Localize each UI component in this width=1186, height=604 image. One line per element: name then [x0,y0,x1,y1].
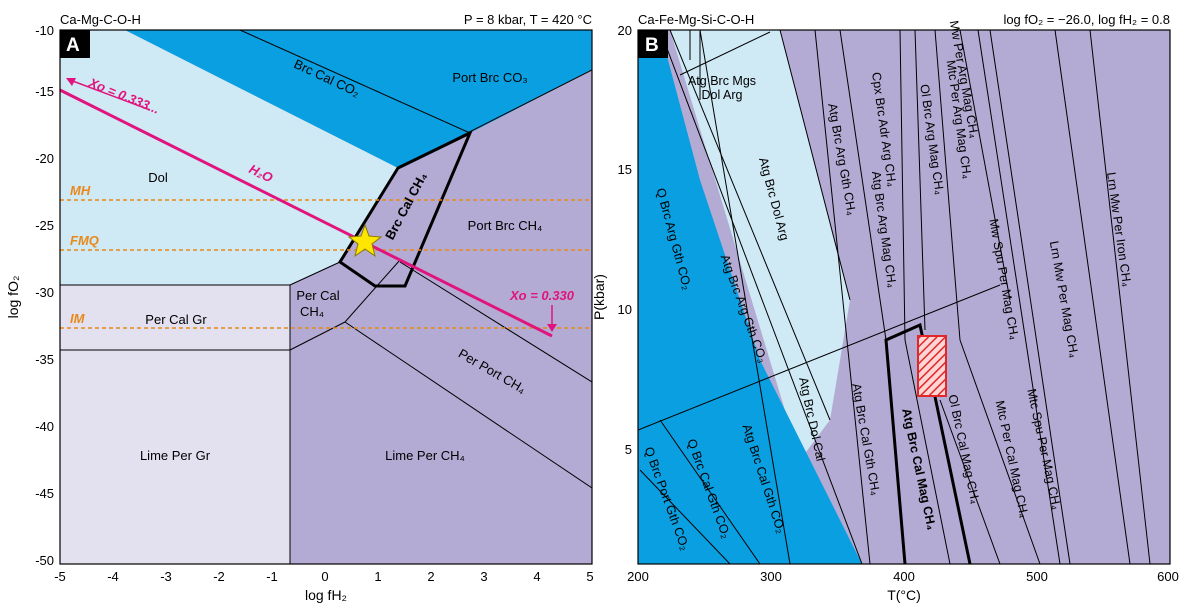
panel-a-system: Ca-Mg-C-O-H [60,12,141,27]
svg-text:4: 4 [533,569,540,584]
panel-b-y-label: P(kbar) [591,274,607,320]
panel-a-y-label: log fO₂ [5,276,21,319]
svg-text:-40: -40 [35,419,54,434]
svg-text:-3: -3 [160,569,172,584]
panel-a [60,30,592,564]
label-port-brc-co3: Port Brc CO₃ [452,70,527,85]
svg-text:5: 5 [625,442,632,457]
field-lime-per-gr [60,285,290,564]
label-port-brc-ch4: Port Brc CH₄ [468,218,543,233]
panel-b-y-ticks: 20 15 10 5 [618,23,632,457]
label-per-cal-2: CH₄ [300,304,324,319]
panel-b-lines [638,30,1151,564]
panel-b-tag: B [645,35,659,56]
h2o-line [59,88,553,338]
panel-a-tag: A [66,35,80,56]
svg-text:1: 1 [374,569,381,584]
label-dol-arg: Dol Arg [702,88,743,102]
panel-b-tag-box [638,30,668,58]
svg-text:200: 200 [627,569,649,584]
svg-text:500: 500 [1026,569,1048,584]
label-fmq: FMQ [70,233,99,248]
svg-text:-20: -20 [35,151,54,166]
panel-b-x-label: T(°C) [887,587,921,603]
field-brc-cal-ch4-outline [337,129,473,288]
panel-a-x-label: log fH₂ [305,587,347,603]
svg-text:-35: -35 [35,352,54,367]
panel-a-conditions: P = 8 kbar, T = 420 °C [464,12,592,27]
svg-text:-1: -1 [266,569,278,584]
label-im: IM [70,311,86,326]
svg-text:-5: -5 [54,569,66,584]
svg-text:400: 400 [893,569,915,584]
label-mh: MH [70,183,91,198]
label-lime-per-gr: Lime Per Gr [140,448,211,463]
star-icon [347,223,383,258]
label-per-cal-gr: Per Cal Gr [145,312,207,327]
panel-b-system: Ca-Fe-Mg-Si-C-O-H [638,12,754,27]
red-hatched-box [917,335,947,397]
panel-b-conditions: log fO₂ = −26.0, log fH₂ = 0.8 [1003,12,1170,27]
svg-text:5: 5 [586,569,593,584]
svg-text:20: 20 [618,23,632,38]
field-dol [60,30,398,285]
panel-b-x-ticks: 200 300 400 500 600 [627,569,1179,584]
panel-a-lines [60,30,592,564]
svg-text:-2: -2 [213,569,225,584]
label-xo-right: Xo = 0.330 [509,288,575,303]
field-atg-brc-dol-arg [670,30,850,460]
label-per-cal-1: Per Cal [296,288,339,303]
svg-text:10: 10 [618,302,632,317]
panel-a-y-ticks: -10 -15 -20 -25 -30 -35 -40 -45 -50 [35,23,54,568]
field-atg-brc-cal-mag-ch4-outline [884,322,972,564]
svg-text:3: 3 [480,569,487,584]
panel-b-frame [637,29,1171,565]
svg-text:-15: -15 [35,84,54,99]
svg-text:0: 0 [321,569,328,584]
svg-text:-50: -50 [35,553,54,568]
svg-text:300: 300 [760,569,782,584]
field-brc-cal-co2 [125,30,592,168]
panel-a-frame [59,29,593,565]
label-atg-brc-mgs: Atg Brc Mgs [688,74,756,88]
label-lime-per-ch4: Lime Per CH₄ [385,448,465,463]
svg-text:-25: -25 [35,218,54,233]
svg-text:15: 15 [618,162,632,177]
svg-text:-45: -45 [35,486,54,501]
label-dol: Dol [148,170,168,185]
svg-text:-4: -4 [107,569,119,584]
svg-text:-10: -10 [35,23,54,38]
svg-text:2: 2 [427,569,434,584]
svg-text:600: 600 [1157,569,1179,584]
field-q-brc-arg-gth-co2 [638,30,862,564]
panel-a-tag-box [60,30,90,58]
svg-text:-30: -30 [35,285,54,300]
panel-a-x-ticks: -5 -4 -3 -2 -1 0 1 2 3 4 5 [54,569,593,584]
